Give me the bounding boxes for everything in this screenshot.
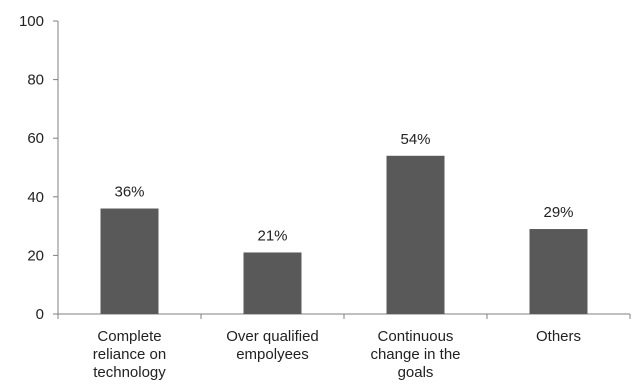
category-label: Over qualified — [226, 328, 319, 345]
y-tick-label: 100 — [19, 13, 44, 30]
category-label: Complete — [97, 328, 161, 345]
category-label: empolyees — [236, 346, 309, 363]
data-label: 29% — [543, 204, 573, 221]
y-tick-label: 40 — [27, 189, 44, 206]
y-tick-label: 20 — [27, 247, 44, 264]
bar — [386, 155, 445, 314]
category-label: technology — [93, 364, 166, 381]
category-label: change in the — [370, 346, 460, 363]
bar — [100, 208, 159, 314]
category-label: Continuous — [378, 328, 454, 345]
bar — [243, 252, 302, 314]
data-label: 54% — [400, 131, 430, 148]
y-tick-label: 80 — [27, 72, 44, 89]
category-label: goals — [398, 364, 434, 381]
category-label: reliance on — [93, 346, 166, 363]
y-tick-label: 60 — [27, 130, 44, 147]
bar — [529, 229, 588, 314]
y-tick-label: 0 — [36, 306, 44, 323]
data-label: 36% — [114, 184, 144, 201]
category-label: Others — [536, 328, 581, 345]
data-label: 21% — [257, 227, 287, 244]
